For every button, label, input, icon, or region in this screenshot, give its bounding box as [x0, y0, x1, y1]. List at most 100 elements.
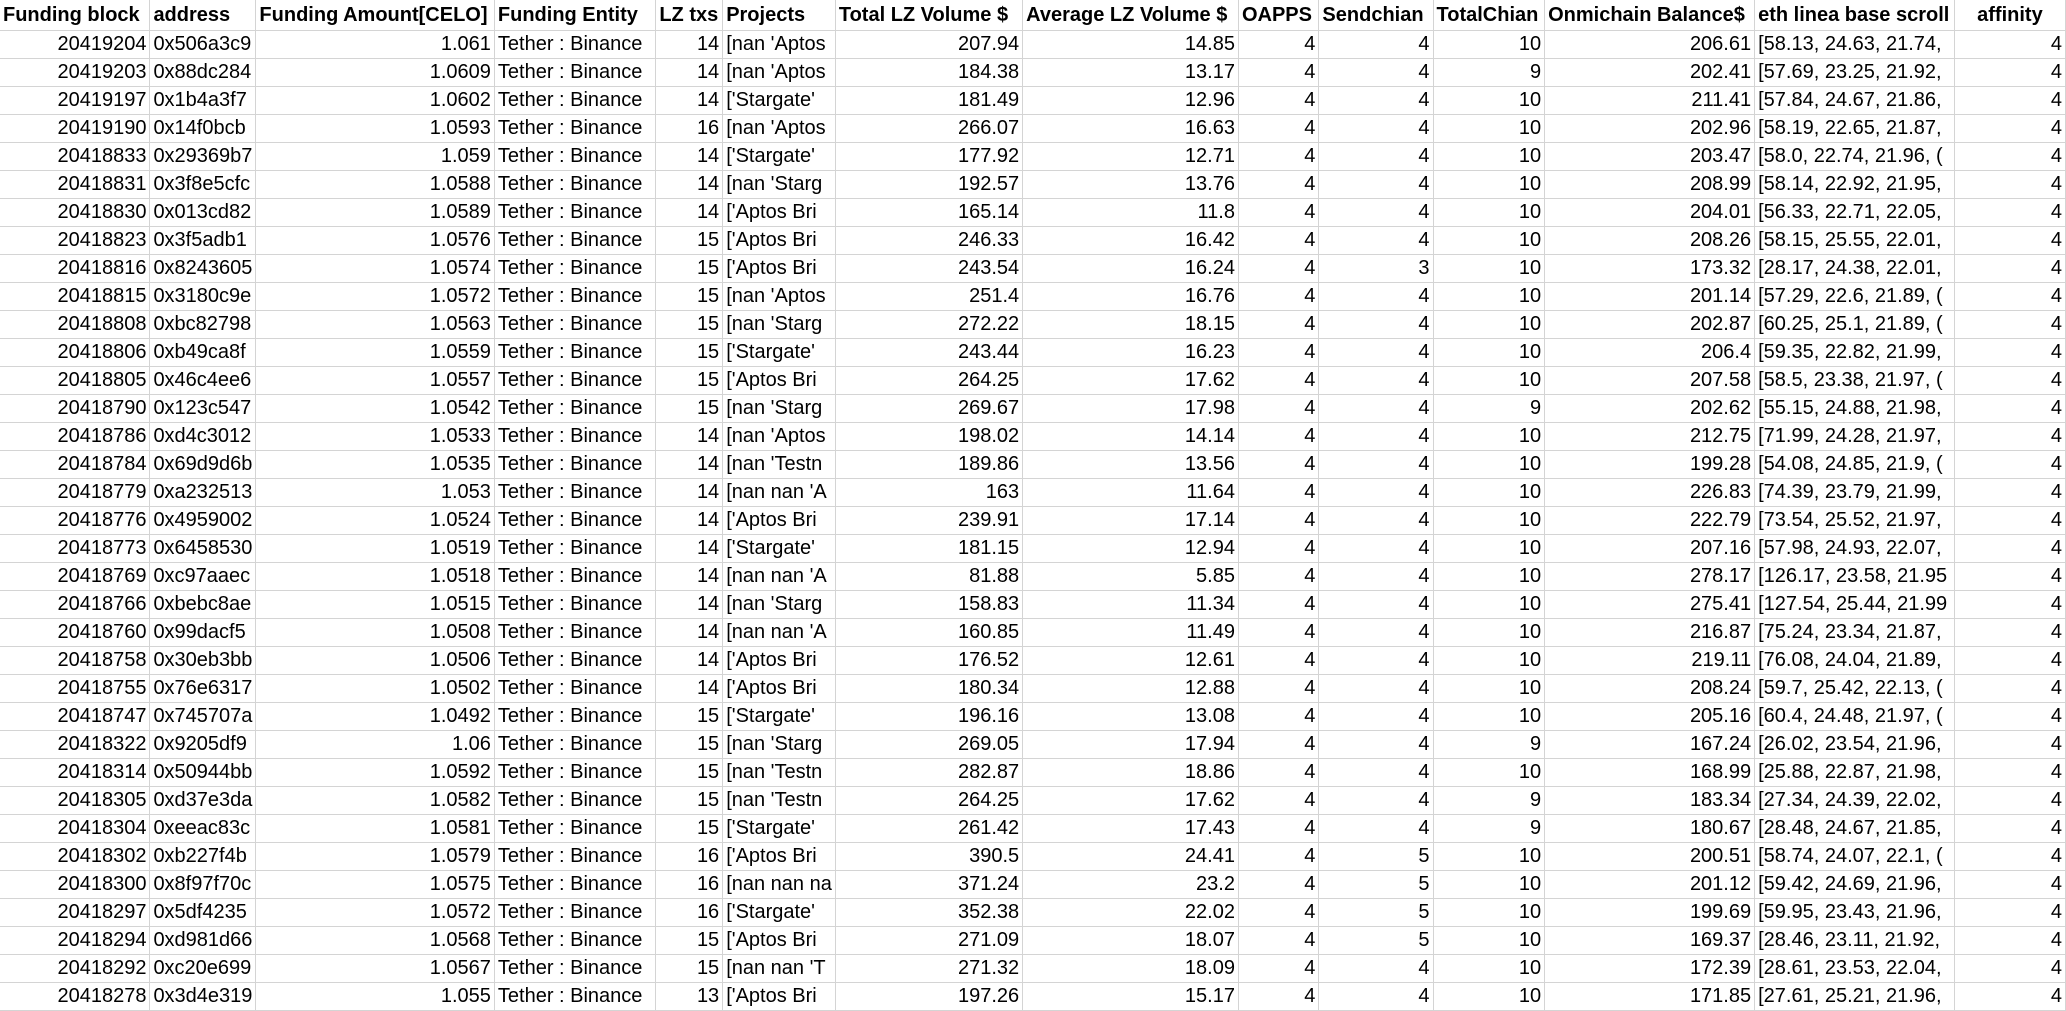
table-cell[interactable]: 1.059	[255, 142, 495, 171]
table-cell[interactable]: 20418300	[0, 870, 151, 899]
column-header[interactable]: TotalChian	[1433, 0, 1546, 31]
table-cell[interactable]: 4	[1238, 394, 1320, 423]
table-cell[interactable]: 163	[835, 478, 1024, 507]
table-cell[interactable]: 14	[655, 198, 724, 227]
table-cell[interactable]: Tether : Binance	[494, 842, 657, 871]
column-header[interactable]: Funding Amount[CELO]	[255, 0, 495, 31]
table-cell[interactable]: 219.11	[1544, 646, 1756, 675]
table-cell[interactable]: ['Aptos Bri	[722, 982, 836, 1011]
table-cell[interactable]: 4	[1954, 450, 2066, 479]
table-cell[interactable]: 10	[1433, 254, 1546, 283]
table-cell[interactable]: 16.23	[1022, 338, 1239, 367]
table-cell[interactable]: [nan 'Aptos	[722, 58, 836, 87]
table-cell[interactable]: 1.0535	[255, 450, 495, 479]
table-cell[interactable]: 207.58	[1544, 366, 1756, 395]
table-cell[interactable]: 20418766	[0, 590, 151, 619]
table-cell[interactable]: 4	[1318, 674, 1434, 703]
table-cell[interactable]: 246.33	[835, 226, 1024, 255]
table-cell[interactable]: 4	[1318, 310, 1434, 339]
table-cell[interactable]: 20418805	[0, 366, 151, 395]
table-cell[interactable]: 4	[1318, 142, 1434, 171]
table-cell[interactable]: Tether : Binance	[494, 142, 657, 171]
table-cell[interactable]: 10	[1433, 478, 1546, 507]
table-cell[interactable]: Tether : Binance	[494, 870, 657, 899]
table-cell[interactable]: 352.38	[835, 898, 1024, 927]
table-cell[interactable]: 20418776	[0, 506, 151, 535]
table-cell[interactable]: 20418322	[0, 730, 151, 759]
table-cell[interactable]: [127.54, 25.44, 21.99	[1754, 590, 1955, 619]
table-cell[interactable]: 4	[1318, 618, 1434, 647]
table-cell[interactable]: Tether : Binance	[494, 562, 657, 591]
table-cell[interactable]: 1.0515	[255, 590, 495, 619]
table-cell[interactable]: [58.14, 22.92, 21.95,	[1754, 170, 1955, 199]
table-cell[interactable]: Tether : Binance	[494, 226, 657, 255]
table-cell[interactable]: 10	[1433, 590, 1546, 619]
table-cell[interactable]: 20418304	[0, 814, 151, 843]
table-cell[interactable]: [57.29, 22.6, 21.89, (	[1754, 282, 1955, 311]
table-cell[interactable]: 13.08	[1022, 702, 1239, 731]
table-cell[interactable]: 1.053	[255, 478, 495, 507]
table-cell[interactable]: 20418769	[0, 562, 151, 591]
table-cell[interactable]: 4	[1238, 254, 1320, 283]
column-header[interactable]: Funding Entity	[494, 0, 657, 31]
table-cell[interactable]: 15	[655, 338, 724, 367]
table-cell[interactable]: [74.39, 23.79, 21.99,	[1754, 478, 1955, 507]
table-cell[interactable]: 10	[1433, 758, 1546, 787]
table-cell[interactable]: 81.88	[835, 562, 1024, 591]
table-cell[interactable]: 4	[1318, 786, 1434, 815]
table-cell[interactable]: 1.0582	[255, 786, 495, 815]
table-cell[interactable]: Tether : Binance	[494, 394, 657, 423]
table-cell[interactable]: [57.98, 24.93, 22.07,	[1754, 534, 1955, 563]
table-cell[interactable]: [126.17, 23.58, 21.95	[1754, 562, 1955, 591]
table-cell[interactable]: 15	[655, 366, 724, 395]
table-cell[interactable]: 176.52	[835, 646, 1024, 675]
table-cell[interactable]: 0xc20e699	[149, 954, 257, 983]
table-cell[interactable]: 20418747	[0, 702, 151, 731]
table-cell[interactable]: 4	[1238, 646, 1320, 675]
table-cell[interactable]: 177.92	[835, 142, 1024, 171]
table-cell[interactable]: 203.47	[1544, 142, 1756, 171]
table-cell[interactable]: 20418816	[0, 254, 151, 283]
table-cell[interactable]: ['Stargate'	[722, 898, 836, 927]
table-cell[interactable]: 14	[655, 58, 724, 87]
table-cell[interactable]: 12.88	[1022, 674, 1239, 703]
table-cell[interactable]: 10	[1433, 506, 1546, 535]
table-cell[interactable]: 14	[655, 170, 724, 199]
table-cell[interactable]: 11.64	[1022, 478, 1239, 507]
table-cell[interactable]: 4	[1238, 282, 1320, 311]
table-cell[interactable]: 269.67	[835, 394, 1024, 423]
table-cell[interactable]: 12.96	[1022, 86, 1239, 115]
table-cell[interactable]: 0xd981d66	[149, 926, 257, 955]
column-header[interactable]: Sendchian	[1318, 0, 1434, 31]
table-cell[interactable]: 4	[1954, 86, 2066, 115]
table-cell[interactable]: [nan nan na	[722, 870, 836, 899]
table-cell[interactable]: 4	[1238, 870, 1320, 899]
table-cell[interactable]: 10	[1433, 702, 1546, 731]
table-cell[interactable]: 1.0588	[255, 170, 495, 199]
table-cell[interactable]: 0x5df4235	[149, 898, 257, 927]
table-cell[interactable]: 4	[1238, 562, 1320, 591]
table-cell[interactable]: 222.79	[1544, 506, 1756, 535]
table-cell[interactable]: [nan 'Aptos	[722, 282, 836, 311]
table-cell[interactable]: 1.0533	[255, 422, 495, 451]
table-cell[interactable]: 4	[1238, 590, 1320, 619]
table-cell[interactable]: 20419197	[0, 86, 151, 115]
table-cell[interactable]: 212.75	[1544, 422, 1756, 451]
table-cell[interactable]: 14	[655, 674, 724, 703]
table-cell[interactable]: ['Stargate'	[722, 702, 836, 731]
table-cell[interactable]: 20418779	[0, 478, 151, 507]
table-cell[interactable]: 4	[1238, 814, 1320, 843]
table-cell[interactable]: 198.02	[835, 422, 1024, 451]
table-cell[interactable]: 11.49	[1022, 618, 1239, 647]
table-cell[interactable]: 266.07	[835, 114, 1024, 143]
table-cell[interactable]: 23.2	[1022, 870, 1239, 899]
table-cell[interactable]: Tether : Binance	[494, 30, 657, 59]
table-cell[interactable]: 371.24	[835, 870, 1024, 899]
table-cell[interactable]: 0x3f8e5cfc	[149, 170, 257, 199]
table-cell[interactable]: 14	[655, 30, 724, 59]
table-cell[interactable]: Tether : Binance	[494, 310, 657, 339]
table-cell[interactable]: Tether : Binance	[494, 506, 657, 535]
table-cell[interactable]: Tether : Binance	[494, 898, 657, 927]
table-cell[interactable]: ['Stargate'	[722, 142, 836, 171]
table-cell[interactable]: 0x69d9d6b	[149, 450, 257, 479]
